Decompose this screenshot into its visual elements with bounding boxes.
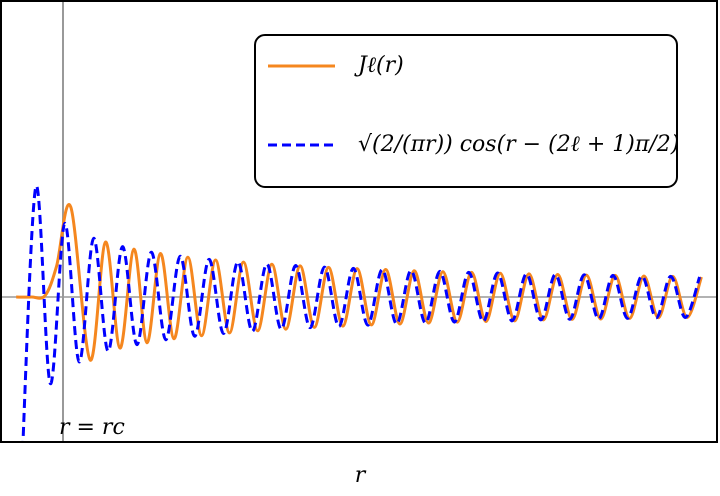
plot-area <box>1 1 717 442</box>
legend-label: √(2/(πr)) cos(r − (2ℓ + 1)π/2) <box>358 132 679 157</box>
legend-label: Jℓ(r) <box>354 53 404 78</box>
series-line <box>21 184 702 442</box>
plot-frame <box>0 0 718 443</box>
x-axis-label: r <box>355 463 367 488</box>
legend: Jℓ(r) √(2/(πr)) cos(r − (2ℓ + 1)π/2) <box>254 34 679 188</box>
rc-label: r = rc <box>59 415 125 440</box>
legend-box <box>254 34 678 188</box>
series-line <box>16 203 703 362</box>
